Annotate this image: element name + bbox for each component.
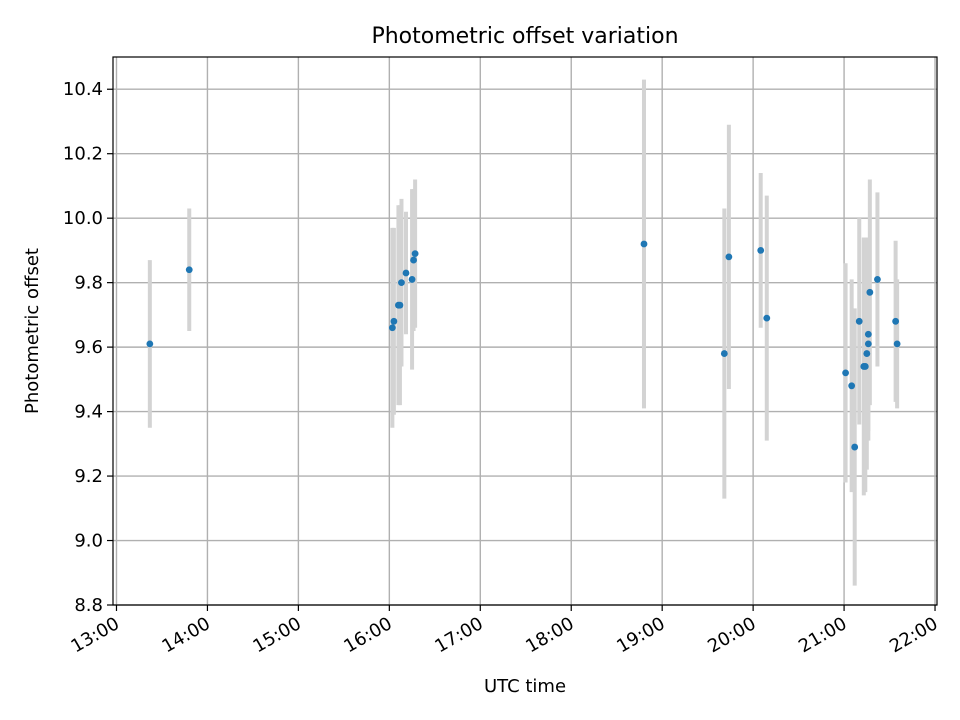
y-tick-label: 9.0 xyxy=(74,531,103,552)
data-point xyxy=(864,340,872,348)
data-point xyxy=(720,350,728,357)
data-point xyxy=(893,340,901,348)
y-axis-ticks: 8.8 9.0 9.2 9.4 9.6 9.8 10.0 10.2 10.4 xyxy=(63,79,113,616)
y-tick-label: 9.2 xyxy=(74,466,103,487)
data-point xyxy=(185,266,193,274)
data-point xyxy=(864,330,872,338)
data-point xyxy=(855,317,863,325)
data-point xyxy=(866,288,874,296)
y-tick-label: 9.4 xyxy=(74,402,103,423)
data-point xyxy=(390,317,398,325)
plot-frame xyxy=(112,56,938,606)
data-point xyxy=(763,314,771,322)
y-tick-label: 10.4 xyxy=(63,79,103,100)
y-tick-label: 9.8 xyxy=(74,273,103,294)
data-point xyxy=(874,276,881,283)
data-point xyxy=(842,369,849,377)
data-points xyxy=(146,240,901,451)
data-point xyxy=(146,340,154,348)
y-tick-label: 10.0 xyxy=(63,208,103,229)
data-point xyxy=(848,382,856,390)
data-point xyxy=(861,363,869,370)
chart-title: Photometric offset variation xyxy=(371,24,678,49)
x-axis-label: UTC time xyxy=(484,676,566,697)
data-point xyxy=(398,279,405,287)
y-tick-label: 8.8 xyxy=(74,595,103,616)
data-point xyxy=(410,256,417,264)
y-axis-label: Photometric offset xyxy=(22,248,43,414)
y-tick-label: 10.2 xyxy=(63,144,103,165)
data-point xyxy=(388,324,396,332)
data-point xyxy=(863,350,871,357)
data-point xyxy=(411,250,419,258)
y-tick-label: 9.6 xyxy=(74,337,103,358)
data-point xyxy=(640,240,648,248)
data-point xyxy=(757,247,765,254)
data-point xyxy=(851,443,859,451)
data-point xyxy=(408,276,416,283)
data-point xyxy=(402,269,410,277)
data-point xyxy=(725,253,733,261)
data-point xyxy=(396,301,404,309)
data-point xyxy=(892,317,900,325)
